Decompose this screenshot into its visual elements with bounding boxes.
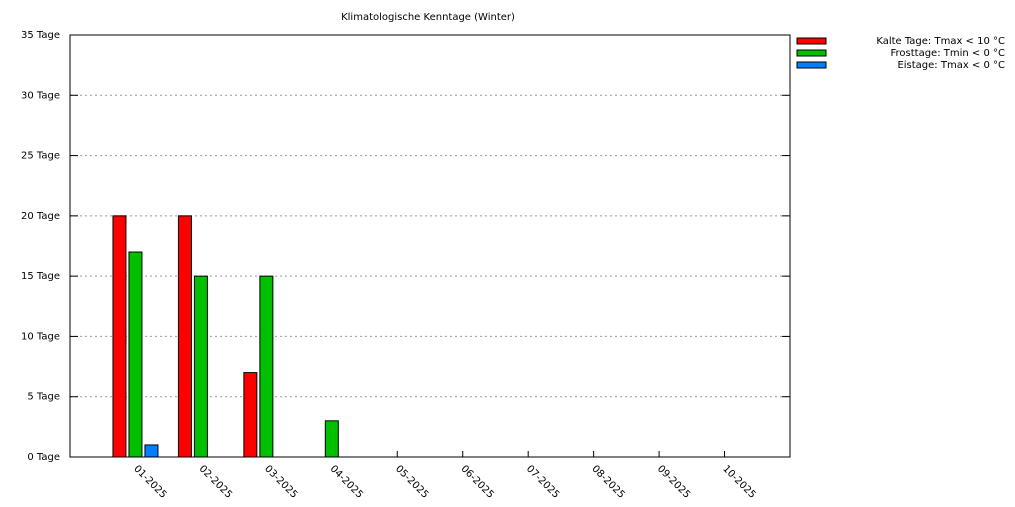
x-tick-label: 06-2025 [458,463,495,500]
bar [177,215,192,458]
y-tick-label: 30 Tage [21,90,60,101]
y-tick-label: 25 Tage [21,151,60,162]
y-tick-label: 10 Tage [21,331,60,342]
x-tick-label: 02-2025 [197,463,234,500]
y-tick-label: 35 Tage [21,30,60,41]
x-tick-label: 03-2025 [262,463,299,500]
x-tick-label: 05-2025 [393,463,430,500]
bar [259,275,274,458]
legend-label: Frosttage: Tmin < 0 °C [891,48,1006,59]
x-tick-label: 01-2025 [131,463,168,500]
x-tick-label: 04-2025 [328,463,365,500]
x-tick-label: 08-2025 [589,463,626,500]
legend-swatch [796,61,827,69]
bar [144,444,159,458]
y-tick-label: 0 Tage [27,452,60,463]
x-tick-label: 10-2025 [720,463,757,500]
legend-swatch [796,49,827,57]
bar [243,372,258,458]
x-tick-label: 07-2025 [524,463,561,500]
y-tick-label: 15 Tage [21,271,60,282]
y-tick-label: 5 Tage [27,392,60,403]
bar [128,251,143,458]
bar [324,420,339,458]
legend-label: Kalte Tage: Tmax < 10 °C [876,36,1005,47]
x-tick-label: 09-2025 [655,463,692,500]
legend-swatch [796,37,827,45]
plot-frame [69,34,791,458]
y-tick-label: 20 Tage [21,211,60,222]
legend-label: Eistage: Tmax < 0 °C [897,60,1005,71]
chart-title: Klimatologische Kenntage (Winter) [341,12,515,23]
bar [193,275,208,458]
bar [112,215,127,458]
